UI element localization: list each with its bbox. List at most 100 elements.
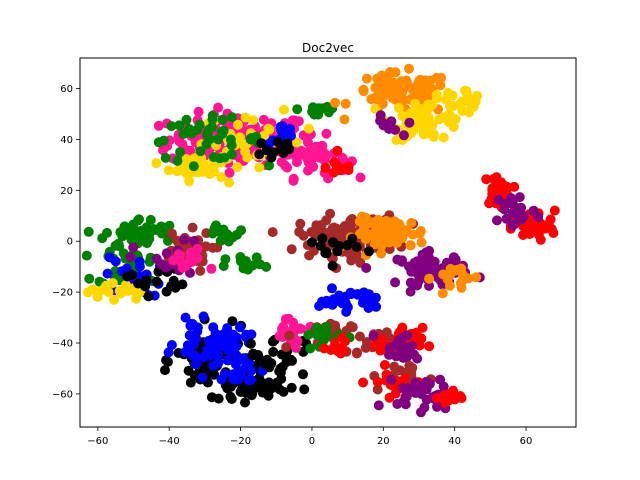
scatter-point-red (491, 172, 502, 183)
scatter-point-green (210, 224, 221, 235)
scatter-point-blue (197, 372, 208, 383)
scatter-point-green (136, 235, 146, 246)
scatter-point-blue (216, 374, 227, 385)
scatter-point-black (255, 381, 266, 392)
scatter-point-gold (232, 162, 243, 172)
scatter-point-green (215, 235, 226, 246)
scatter-point-gold (423, 113, 434, 124)
scatter-point-black (227, 316, 238, 327)
scatter-point-gold (109, 294, 119, 305)
scatter-point-purple (397, 383, 408, 394)
scatter-point-darkorange (424, 273, 435, 284)
scatter-point-green (134, 214, 144, 225)
scatter-point-green (264, 160, 275, 171)
scatter-point-purple (397, 255, 407, 266)
scatter-point-red (414, 340, 425, 351)
scatter-point-darkorange (380, 76, 391, 87)
scatter-point-green (126, 228, 136, 239)
scatter-point-purple (405, 286, 416, 297)
scatter-point-blue (198, 311, 209, 322)
scatter-point-brown (295, 218, 306, 229)
scatter-point-black (317, 233, 328, 244)
scatter-point-blue (182, 340, 193, 351)
scatter-point-red (390, 388, 401, 399)
scatter-point-black (240, 397, 250, 408)
scatter-point-darkorange (414, 228, 425, 239)
scatter-point-green (207, 114, 218, 125)
scatter-point-gold (172, 166, 183, 177)
scatter-point-red (397, 322, 408, 333)
scatter-point-green (156, 228, 167, 239)
scatter-point-gold (397, 111, 408, 121)
scatter-point-gold (447, 90, 458, 101)
y-tick-label: −20 (52, 288, 73, 299)
scatter-point-red (399, 373, 410, 384)
scatter-point-gold (233, 119, 243, 130)
scatter-point-black (272, 377, 283, 388)
scatter-point-black (266, 358, 277, 369)
scatter-point-green (214, 153, 225, 164)
y-axis: −60 −40 −20 0 20 40 60 (52, 84, 80, 400)
scatter-point-green (81, 250, 92, 261)
scatter-point-blue (104, 252, 115, 263)
scatter-point-gold (461, 86, 472, 96)
scatter-point-green (311, 322, 322, 333)
scatter-point-black (278, 386, 289, 397)
scatter-point-gold (92, 291, 103, 302)
scatter-point-blue (192, 353, 203, 364)
scatter-point-brown (200, 241, 211, 252)
scatter-point-deeppink (294, 323, 305, 334)
scatter-point-purple (125, 252, 136, 263)
scatter-point-brown (333, 224, 344, 235)
scatter-point-purple (416, 407, 426, 418)
scatter-point-brown (325, 208, 336, 219)
x-tick-label: 20 (377, 436, 390, 447)
scatter-point-purple (493, 194, 504, 205)
scatter-point-blue (345, 287, 356, 298)
scatter-point-brown (286, 244, 297, 255)
scatter-point-black (161, 355, 172, 366)
scatter-point-black (266, 152, 277, 163)
scatter-point-purple (409, 257, 420, 268)
scatter-point-darkorange (401, 225, 412, 236)
scatter-point-deeppink (303, 165, 313, 176)
scatter-point-purple (361, 263, 372, 273)
scatter-point-purple (501, 213, 512, 224)
scatter-point-blue (222, 355, 233, 366)
y-tick-label: −40 (52, 339, 73, 350)
scatter-point-black (332, 246, 343, 257)
scatter-point-purple (161, 248, 172, 259)
scatter-point-deeppink (280, 314, 291, 325)
scatter-point-black (143, 291, 154, 302)
scatter-point-blue (276, 125, 287, 136)
scatter-point-gold (393, 102, 404, 113)
scatter-point-green (218, 224, 229, 235)
scatter-point-purple (404, 117, 415, 128)
scatter-point-blue (244, 358, 255, 369)
scatter-point-purple (448, 252, 459, 263)
scatter-point-gold (418, 126, 429, 137)
scatter-point-blue (234, 322, 245, 333)
scatter-point-brown (351, 251, 362, 262)
scatter-point-green (83, 226, 94, 237)
scatter-point-red (319, 343, 330, 354)
scatter-point-gold (410, 98, 421, 109)
scatter-point-brown (354, 331, 365, 342)
scatter-point-blue (246, 329, 257, 340)
scatter-point-gold (254, 162, 265, 173)
scatter-point-gold (248, 115, 259, 126)
scatter-point-blue (327, 283, 337, 294)
scatter-point-red (372, 377, 383, 387)
scatter-point-black (364, 246, 374, 257)
scatter-point-green (227, 112, 237, 123)
scatter-point-blue (213, 357, 224, 368)
scatter-point-black (213, 393, 224, 404)
y-tick-label: 60 (60, 84, 73, 95)
scatter-point-purple (516, 202, 527, 213)
scatter-point-black (185, 377, 196, 388)
scatter-point-blue (200, 350, 211, 361)
scatter-point-deeppink (168, 255, 179, 266)
scatter-point-deeppink (185, 253, 196, 264)
scatter-point-deeppink (288, 175, 299, 186)
